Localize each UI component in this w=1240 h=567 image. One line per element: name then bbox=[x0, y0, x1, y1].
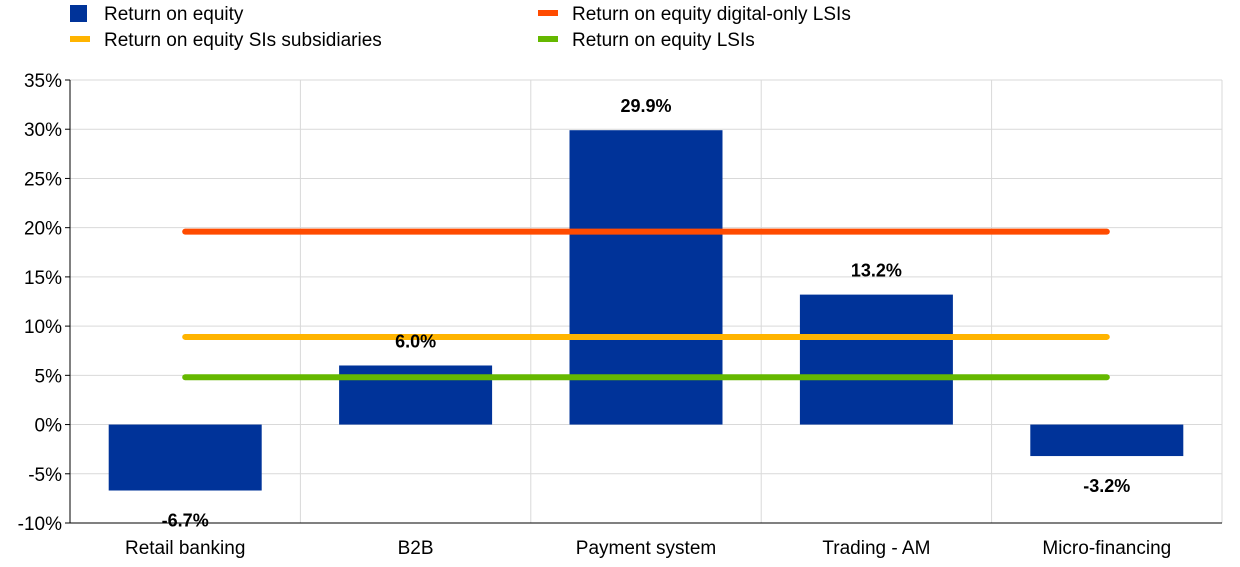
bar bbox=[799, 294, 953, 425]
data-label: 29.9% bbox=[620, 96, 671, 116]
bars bbox=[108, 130, 1184, 491]
legend-swatch bbox=[70, 5, 87, 22]
legend-label: Return on equity bbox=[104, 4, 244, 25]
legend-label: Return on equity LSIs bbox=[572, 30, 755, 51]
legend-label: Return on equity SIs subsidiaries bbox=[104, 30, 382, 51]
bar bbox=[108, 424, 262, 491]
data-labels: -6.7% 6.0% 29.9% 13.2% -3.2% bbox=[162, 96, 1131, 530]
x-tick-label: Payment system bbox=[576, 538, 716, 559]
y-tick-label: 15% bbox=[24, 268, 62, 289]
legend: Return on equity Return on equity digital… bbox=[70, 4, 851, 51]
y-tick-label: -5% bbox=[28, 465, 62, 486]
y-tick-label: 5% bbox=[35, 366, 63, 387]
legend-swatch bbox=[538, 10, 558, 16]
y-tick-label: 20% bbox=[24, 219, 62, 240]
legend-item: Return on equity bbox=[70, 4, 244, 25]
legend-swatch bbox=[70, 36, 90, 42]
y-tick-label: 0% bbox=[35, 416, 63, 437]
data-label: 13.2% bbox=[851, 261, 902, 281]
x-tick-label: Retail banking bbox=[125, 538, 245, 559]
y-tick-label: 25% bbox=[24, 169, 62, 190]
legend-item: Return on equity SIs subsidiaries bbox=[70, 30, 382, 51]
x-tick-label: Micro-financing bbox=[1042, 538, 1171, 559]
axes: 35% 30% 25% 20% 15% 10% 5% 0% -5% -10% Retail bank… bbox=[18, 71, 1222, 559]
bar bbox=[569, 130, 723, 425]
y-tick-label: 10% bbox=[24, 317, 62, 338]
data-label: -3.2% bbox=[1083, 476, 1130, 496]
data-label: 6.0% bbox=[395, 331, 436, 351]
x-tick-label: Trading - AM bbox=[822, 538, 930, 559]
y-tick-label: -10% bbox=[18, 514, 62, 535]
legend-label: Return on equity digital-only LSIs bbox=[572, 4, 851, 25]
x-tick-label: B2B bbox=[398, 538, 434, 559]
legend-item: Return on equity LSIs bbox=[538, 30, 755, 51]
legend-swatch bbox=[538, 36, 558, 42]
legend-item: Return on equity digital-only LSIs bbox=[538, 4, 851, 25]
bar bbox=[1030, 424, 1184, 457]
reference-lines bbox=[182, 228, 1110, 381]
y-tick-label: 30% bbox=[24, 120, 62, 141]
data-label: -6.7% bbox=[162, 511, 209, 531]
y-tick-label: 35% bbox=[24, 71, 62, 92]
